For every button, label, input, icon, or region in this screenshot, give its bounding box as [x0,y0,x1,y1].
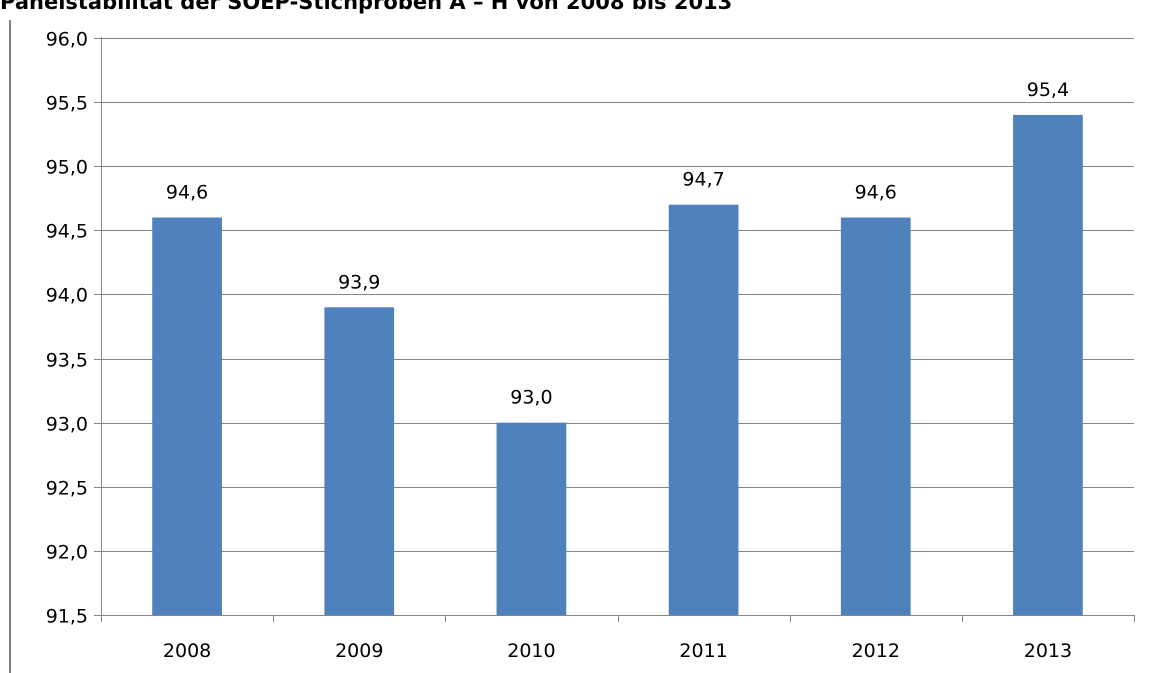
bar-2009 [324,307,395,615]
y-tick-label: 92,5 [46,478,88,500]
y-tick-label: 95,0 [46,157,88,179]
bar-2010 [496,422,567,615]
x-tick-labels: 2008 2009 2010 2011 2012 2013 [163,640,1072,662]
y-tick-label: 94,5 [46,221,88,243]
y-tick-labels: 91,5 92,0 92,5 93,0 93,5 94,0 94,5 95,0 95,5 96,0 [46,29,88,628]
y-tick-label: 93,5 [46,350,88,372]
bar-2013 [1013,114,1083,615]
data-label-2009: 93,9 [338,271,380,293]
data-label-2008: 94,6 [166,182,208,204]
y-tick-label: 92,0 [46,542,88,564]
data-label-2012: 94,6 [855,182,897,204]
x-tick-label: 2013 [1024,640,1072,662]
data-label-2011: 94,7 [682,169,724,191]
bars [152,114,1083,615]
x-tick-label: 2010 [507,640,555,662]
x-tick-label: 2011 [679,640,727,662]
y-tick-label: 91,5 [46,606,88,628]
data-labels: 94,6 93,9 93,0 94,7 94,6 95,4 [166,79,1069,409]
data-label-2010: 93,0 [510,387,552,409]
gridlines [101,38,1134,552]
chart-title: Panelstabilität der SOEP-Stichproben A –… [0,0,733,14]
x-tick-label: 2008 [163,640,211,662]
y-tick-label: 94,0 [46,285,88,307]
data-label-2013: 95,4 [1027,79,1069,101]
axes [94,37,1135,622]
y-tick-label: 95,5 [46,93,88,115]
y-tick-label: 96,0 [46,29,88,51]
bar-2008 [152,217,222,615]
y-tick-label: 93,0 [46,414,88,436]
x-tick-label: 2012 [852,640,900,662]
x-tick-label: 2009 [335,640,383,662]
bar-2011 [668,204,739,615]
bar-2012 [840,217,911,615]
